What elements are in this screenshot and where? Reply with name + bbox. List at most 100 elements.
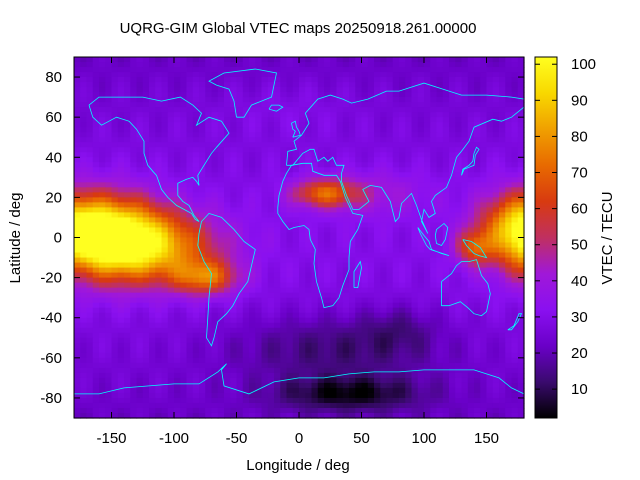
heatmap-cell bbox=[186, 217, 194, 224]
heatmap-cell bbox=[405, 247, 413, 254]
heatmap-cell bbox=[274, 287, 281, 294]
heatmap-cell bbox=[142, 152, 150, 158]
heatmap-cell bbox=[305, 307, 313, 314]
heatmap-cell bbox=[236, 382, 244, 389]
heatmap-cell bbox=[449, 107, 456, 113]
heatmap-cell bbox=[330, 247, 338, 254]
heatmap-cell bbox=[261, 367, 269, 374]
heatmap-cell bbox=[92, 67, 100, 73]
heatmap-cell bbox=[292, 167, 300, 173]
heatmap-cell bbox=[455, 97, 463, 103]
heatmap-cell bbox=[399, 347, 406, 354]
heatmap-cell bbox=[324, 227, 331, 234]
heatmap-cell bbox=[424, 162, 431, 168]
heatmap-cell bbox=[186, 322, 194, 329]
heatmap-cell bbox=[205, 362, 213, 369]
heatmap-cell bbox=[461, 312, 469, 319]
heatmap-cell bbox=[305, 157, 313, 163]
heatmap-cell bbox=[167, 257, 175, 264]
heatmap-cell bbox=[142, 322, 150, 329]
heatmap-cell bbox=[355, 287, 363, 294]
heatmap-cell bbox=[480, 142, 488, 148]
heatmap-cell bbox=[86, 172, 94, 178]
heatmap-cell bbox=[205, 62, 213, 68]
heatmap-cell bbox=[249, 107, 256, 113]
heatmap-cell bbox=[355, 257, 363, 264]
heatmap-cell bbox=[405, 217, 413, 224]
heatmap-cell bbox=[111, 152, 119, 158]
heatmap-cell bbox=[480, 197, 488, 203]
heatmap-cell bbox=[92, 212, 100, 219]
heatmap-cell bbox=[255, 57, 263, 63]
heatmap-cell bbox=[99, 62, 106, 68]
heatmap-cell bbox=[517, 107, 525, 113]
heatmap-cell bbox=[92, 197, 100, 203]
heatmap-cell bbox=[511, 227, 519, 234]
heatmap-cell bbox=[105, 62, 113, 68]
heatmap-cell bbox=[149, 352, 156, 359]
heatmap-cell bbox=[442, 247, 450, 254]
heatmap-cell bbox=[242, 192, 250, 198]
heatmap-cell bbox=[317, 207, 325, 214]
heatmap-cell bbox=[392, 67, 400, 73]
heatmap-cell bbox=[305, 327, 313, 334]
heatmap-cell bbox=[255, 257, 263, 264]
heatmap-cell bbox=[374, 292, 381, 299]
heatmap-cell bbox=[311, 357, 319, 364]
heatmap-cell bbox=[499, 387, 506, 394]
heatmap-cell bbox=[461, 232, 469, 239]
heatmap-cell bbox=[436, 367, 444, 374]
heatmap-cell bbox=[292, 387, 300, 394]
heatmap-cell bbox=[292, 302, 300, 309]
heatmap-cell bbox=[411, 237, 419, 244]
heatmap-cell bbox=[249, 82, 256, 88]
heatmap-cell bbox=[392, 187, 400, 193]
heatmap-cell bbox=[205, 387, 213, 394]
heatmap-cell bbox=[130, 222, 138, 229]
heatmap-cell bbox=[411, 387, 419, 394]
heatmap-cell bbox=[111, 367, 119, 374]
heatmap-cell bbox=[86, 312, 94, 319]
heatmap-cell bbox=[211, 67, 219, 73]
heatmap-cell bbox=[186, 312, 194, 319]
heatmap-cell bbox=[242, 367, 250, 374]
heatmap-cell bbox=[230, 197, 238, 203]
heatmap-cell bbox=[192, 227, 200, 234]
heatmap-cell bbox=[167, 202, 175, 209]
heatmap-cell bbox=[317, 327, 325, 334]
heatmap-cell bbox=[330, 57, 338, 63]
heatmap-cell bbox=[386, 82, 394, 88]
heatmap-cell bbox=[311, 237, 319, 244]
heatmap-cell bbox=[455, 297, 463, 304]
heatmap-cell bbox=[211, 247, 219, 254]
heatmap-cell bbox=[111, 227, 119, 234]
heatmap-cell bbox=[311, 147, 319, 153]
heatmap-cell bbox=[317, 307, 325, 314]
heatmap-cell bbox=[224, 117, 231, 123]
heatmap-cell bbox=[205, 212, 213, 219]
heatmap-cell bbox=[411, 67, 419, 73]
heatmap-cell bbox=[505, 322, 513, 329]
heatmap-cell bbox=[511, 72, 519, 78]
heatmap-cell bbox=[105, 307, 113, 314]
heatmap-cell bbox=[217, 67, 225, 73]
heatmap-cell bbox=[211, 202, 219, 209]
heatmap-cell bbox=[386, 122, 394, 128]
heatmap-cell bbox=[517, 237, 525, 244]
heatmap-cell bbox=[174, 72, 181, 78]
heatmap-cell bbox=[249, 297, 256, 304]
heatmap-cell bbox=[511, 202, 519, 209]
heatmap-cell bbox=[99, 92, 106, 98]
heatmap-cell bbox=[105, 372, 113, 379]
heatmap-cell bbox=[405, 292, 413, 299]
heatmap-cell bbox=[430, 362, 438, 369]
heatmap-cell bbox=[392, 92, 400, 98]
heatmap-cell bbox=[261, 172, 269, 178]
heatmap-cell bbox=[517, 92, 525, 98]
heatmap-cell bbox=[92, 122, 100, 128]
heatmap-cell bbox=[517, 367, 525, 374]
heatmap-cell bbox=[186, 377, 194, 384]
heatmap-cell bbox=[167, 62, 175, 68]
heatmap-cell bbox=[192, 357, 200, 364]
heatmap-cell bbox=[286, 207, 294, 214]
